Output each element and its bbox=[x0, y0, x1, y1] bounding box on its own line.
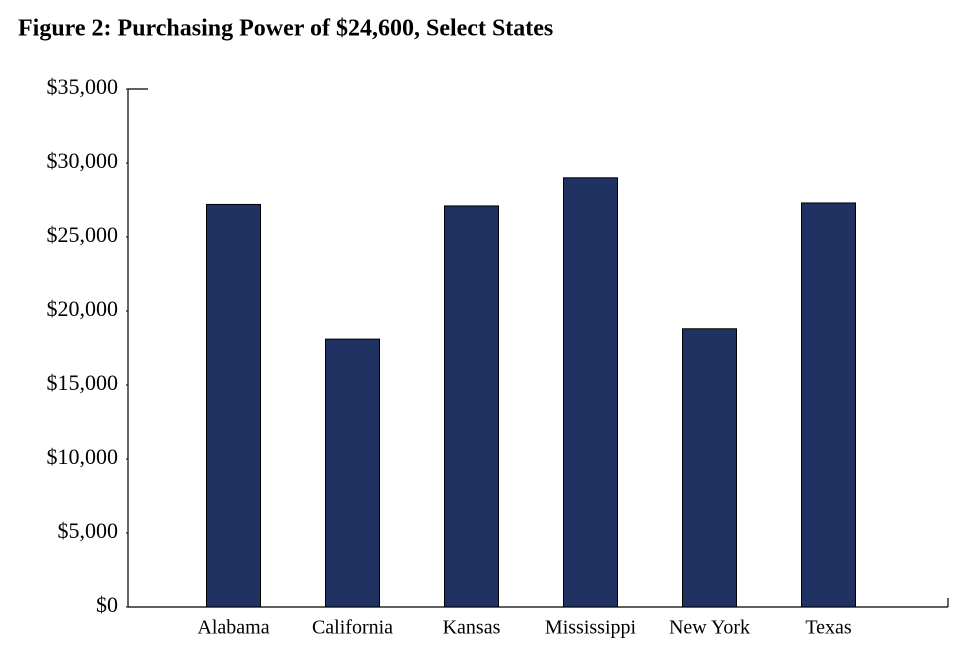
y-tick-label: $30,000 bbox=[47, 148, 119, 173]
x-tick-label: Texas bbox=[805, 617, 852, 639]
bar bbox=[563, 177, 618, 608]
x-tick-label: Kansas bbox=[443, 617, 501, 639]
x-tick-label: California bbox=[312, 617, 393, 639]
bar bbox=[206, 203, 261, 608]
y-tick-label: $15,000 bbox=[47, 370, 119, 395]
bar bbox=[325, 338, 380, 608]
y-tick-label: $10,000 bbox=[47, 444, 119, 469]
x-tick-label: Alabama bbox=[197, 617, 269, 639]
bar bbox=[801, 202, 856, 608]
y-tick-label: $35,000 bbox=[47, 74, 119, 99]
y-tick-label: $25,000 bbox=[47, 222, 119, 247]
x-tick-label: Mississippi bbox=[545, 617, 637, 639]
x-tick-label: New York bbox=[669, 617, 750, 639]
y-tick-label: $5,000 bbox=[58, 518, 119, 543]
bar bbox=[682, 328, 737, 608]
y-tick-label: $0 bbox=[96, 592, 118, 617]
y-tick-label: $20,000 bbox=[47, 296, 119, 321]
chart-title: Figure 2: Purchasing Power of $24,600, S… bbox=[18, 16, 553, 42]
bar bbox=[444, 205, 499, 608]
